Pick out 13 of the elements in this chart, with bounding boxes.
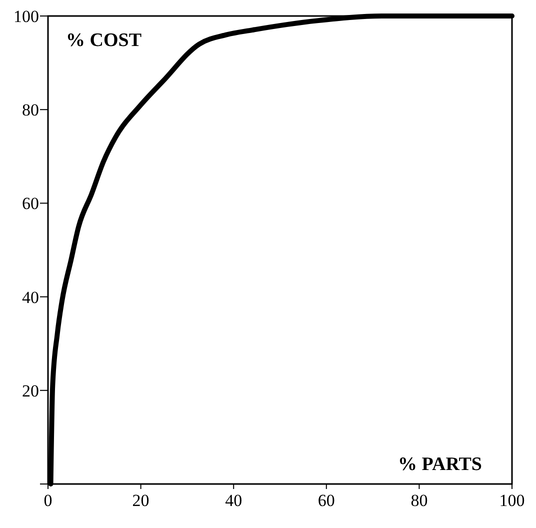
x-tick-label: 20	[132, 491, 150, 510]
x-tick-label: 0	[44, 491, 52, 510]
y-tick-label: 20	[22, 381, 39, 400]
y-axis-title: % COST	[66, 30, 142, 51]
y-tick-label: 40	[22, 288, 39, 307]
x-tick-label: 80	[410, 491, 428, 510]
x-axis-title: % PARTS	[398, 454, 482, 475]
y-tick-label: 60	[22, 194, 39, 214]
x-tick-label: 40	[225, 491, 242, 510]
x-tick-label: 60	[318, 491, 335, 510]
y-tick-label: 100	[14, 7, 39, 26]
y-tick-label: 80	[22, 100, 39, 120]
x-tick-label: 100	[499, 491, 525, 510]
